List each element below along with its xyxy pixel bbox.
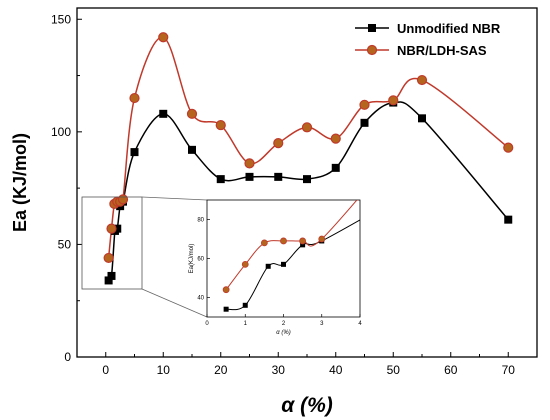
y-tick-label: 100 <box>51 125 71 139</box>
data-point-1 <box>104 276 113 285</box>
data-point-1 <box>188 145 196 154</box>
data-point-2 <box>215 119 226 131</box>
x-axis-label: α (%) <box>281 394 333 417</box>
inset-data-point-2 <box>222 286 230 294</box>
inset-y-tick-label: 40 <box>197 296 204 302</box>
legend-label-1: Unmodified NBR <box>397 21 501 36</box>
data-point-2 <box>273 137 284 149</box>
data-point-2 <box>186 108 198 119</box>
x-tick-label: 40 <box>329 363 343 377</box>
data-point-1 <box>331 163 340 172</box>
data-point-1 <box>216 175 225 184</box>
data-point-1 <box>107 271 116 280</box>
data-point-1 <box>274 172 283 181</box>
y-axis-label: Ea (KJ/mol) <box>10 133 30 232</box>
y-tick-label: 150 <box>51 12 71 26</box>
legend: Unmodified NBR NBR/LDH-SAS <box>355 21 501 58</box>
inset-data-point-1 <box>223 306 229 312</box>
inset-y-tick-label: 60 <box>197 257 204 263</box>
inset-x-tick-label: 2 <box>282 321 286 327</box>
data-point-2 <box>359 99 370 110</box>
inset-x-tick-label: 3 <box>320 321 324 327</box>
x-tick-label: 10 <box>157 363 171 377</box>
inset-data-point-2 <box>318 235 326 243</box>
data-point-1 <box>303 175 311 184</box>
data-point-2 <box>158 32 169 43</box>
legend-label-2: NBR/LDH-SAS <box>397 43 487 58</box>
data-point-1 <box>113 224 122 233</box>
data-point-2 <box>388 95 399 106</box>
data-point-1 <box>130 148 139 157</box>
x-tick-label: 20 <box>214 363 228 377</box>
inset-series-layer <box>222 200 360 312</box>
zoom-region-box <box>81 196 143 290</box>
data-point-1 <box>360 118 369 127</box>
data-point-1 <box>159 109 168 118</box>
inset-data-point-2 <box>299 237 307 245</box>
data-point-2 <box>103 252 114 264</box>
x-tick-label: 0 <box>102 363 109 377</box>
data-point-1 <box>418 114 426 123</box>
inset-frame <box>206 199 361 318</box>
inset-data-point-2 <box>260 239 268 247</box>
zoom-connector <box>141 288 208 318</box>
inset-data-point-2 <box>280 237 287 245</box>
zoom-connector <box>141 196 208 201</box>
x-tick-label: 60 <box>444 363 458 377</box>
inset-x-tick-label: 1 <box>244 321 248 327</box>
inset-data-point-1 <box>265 263 271 269</box>
y-tick-label: 50 <box>58 237 72 251</box>
data-point-2 <box>106 223 117 234</box>
inset-data-point-1 <box>281 261 286 267</box>
x-tick-label: 70 <box>502 363 516 377</box>
inset-data-point-1 <box>242 302 248 308</box>
data-point-1 <box>245 172 254 181</box>
inset-data-point-2 <box>241 260 249 268</box>
y-tick-label: 0 <box>64 350 71 364</box>
data-point-2 <box>330 133 341 144</box>
x-tick-label: 50 <box>387 363 401 377</box>
data-point-2 <box>244 158 255 169</box>
inset-x-tick-label: 0 <box>205 321 209 327</box>
x-tick-label: 30 <box>272 363 286 377</box>
data-point-1 <box>504 215 513 224</box>
legend-marker-2 <box>366 44 378 56</box>
data-point-2 <box>416 74 428 86</box>
legend-marker-1 <box>368 24 376 32</box>
inset-data-point-1 <box>300 242 306 248</box>
inset-y-tick-label: 80 <box>197 218 204 224</box>
data-point-2 <box>503 142 514 153</box>
inset-x-tick-label: 4 <box>358 321 362 327</box>
inset-y-axis-label: Ea(KJ/mol) <box>189 244 195 274</box>
inset-chart: 0 1 2 3 4 40 60 80 α (%) Ea(KJ/mol) <box>81 196 362 336</box>
main-series-layer <box>103 32 514 285</box>
data-point-2 <box>117 194 129 205</box>
data-point-2 <box>301 122 313 133</box>
data-point-2 <box>129 92 140 104</box>
inset-x-axis-label: α (%) <box>276 330 290 336</box>
